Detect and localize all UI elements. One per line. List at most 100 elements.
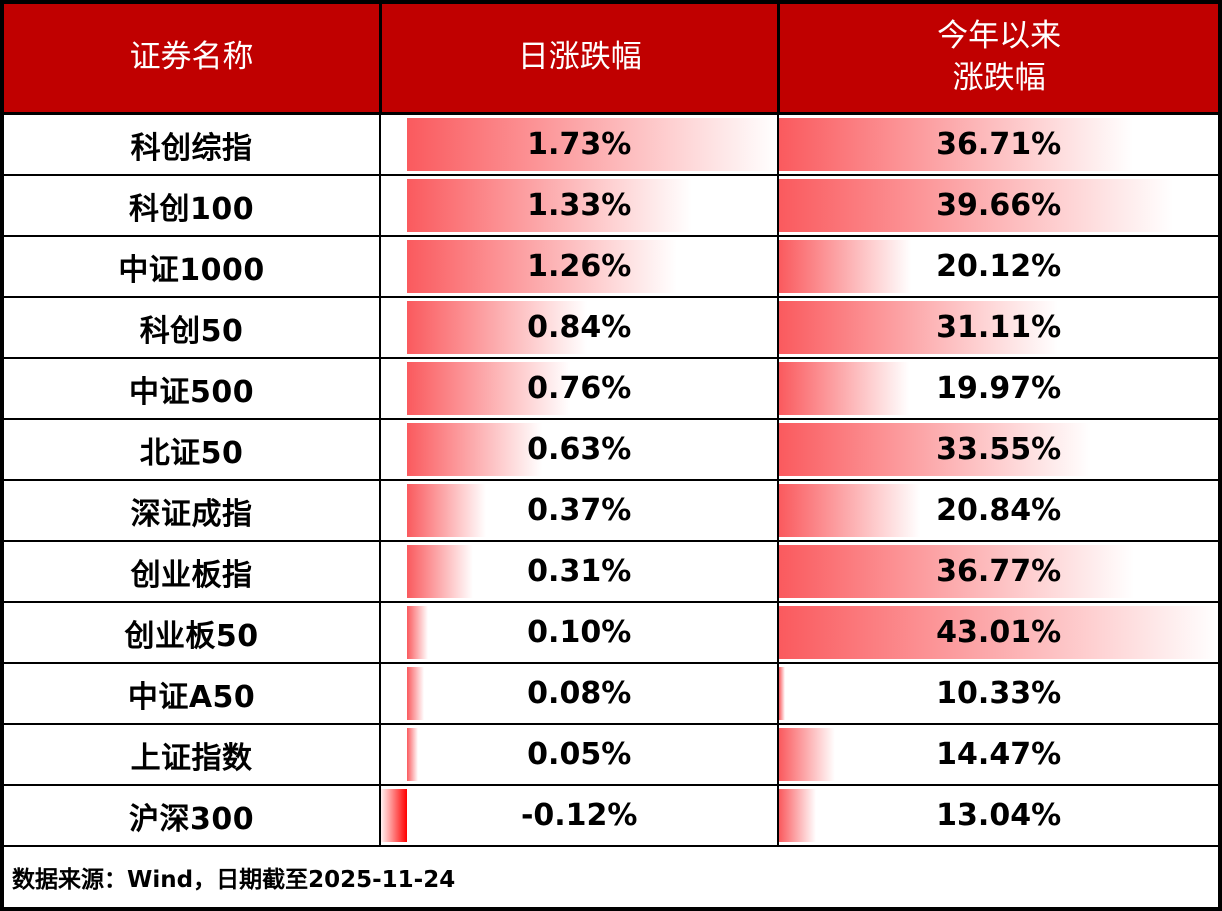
daily-change-bar [406,728,418,781]
daily-change-value: 0.76% [527,370,632,406]
daily-change-cell: 1.73% [379,115,778,174]
table-body: 科创综指 1.73% 36.71% 科创100 1.33% 39.66% 中证1… [4,115,1218,847]
table-row: 上证指数 0.05% 14.47% [4,725,1218,786]
index-name: 创业板50 [124,618,259,654]
ytd-change-bar [779,301,1059,354]
index-name-cell: 创业板指 [4,542,379,601]
ytd-change-value: 31.11% [936,309,1062,345]
ytd-change-bar [779,423,1091,476]
ytd-change-value: 43.01% [936,614,1062,650]
ytd-change-bar [779,240,911,293]
daily-change-cell: 0.08% [379,664,777,723]
ytd-change-bar [779,606,1218,659]
header-ytd-line2: 涨跌幅 [952,60,1046,96]
daily-change-cell: 0.05% [379,725,777,784]
daily-change-bar [406,118,778,171]
ytd-change-value: 36.71% [936,126,1062,162]
header-ytd-change: 今年以来 涨跌幅 [777,4,1218,112]
daily-change-bar [381,789,407,842]
index-name: 创业板指 [130,557,253,593]
ytd-change-cell: 33.55% [777,420,1218,479]
ytd-change-cell: 36.71% [777,115,1218,174]
daily-change-cell: 1.33% [379,176,777,235]
daily-change-bar [406,301,587,354]
ytd-change-value: 10.33% [936,675,1062,711]
ytd-change-bar [779,118,1134,171]
table-row: 科创100 1.33% 39.66% [4,176,1218,237]
index-name: 中证500 [129,374,255,410]
ytd-change-cell: 13.04% [777,786,1218,845]
table-row: 科创50 0.84% 31.11% [4,298,1218,359]
index-name-cell: 科创综指 [4,115,379,174]
ytd-change-cell: 19.97% [777,359,1218,418]
header-security-name: 证券名称 [129,39,254,76]
index-name-cell: 上证指数 [4,725,379,784]
ytd-change-value: 14.47% [936,736,1062,772]
index-name-cell: 深证成指 [4,481,379,540]
ytd-change-value: 13.04% [936,797,1062,833]
ytd-change-bar [779,728,835,781]
daily-change-value: 1.33% [527,187,632,223]
daily-change-value: 0.63% [527,431,632,467]
daily-change-value: 0.05% [527,736,632,772]
daily-change-cell: 1.26% [379,237,777,296]
ytd-change-cell: 36.77% [777,542,1218,601]
ytd-change-cell: 10.33% [777,664,1218,723]
daily-change-bar [406,362,570,415]
index-name: 深证成指 [130,496,253,532]
index-name: 上证指数 [130,740,253,776]
header-daily-change: 日涨跌幅 [379,4,777,112]
daily-change-bar [406,179,692,232]
daily-change-value: 0.31% [527,553,632,589]
ytd-change-bar [779,484,921,537]
daily-change-bar [406,545,474,598]
ytd-change-bar [779,179,1174,232]
ytd-change-value: 20.84% [936,492,1062,528]
index-name-cell: 北证50 [4,420,379,479]
daily-change-bar [406,484,487,537]
daily-change-value: 0.10% [527,614,632,650]
daily-change-cell: 0.10% [379,603,777,662]
table-row: 创业板指 0.31% 36.77% [4,542,1218,603]
table-row: 北证50 0.63% 33.55% [4,420,1218,481]
ytd-change-bar [779,362,909,415]
table-row: 深证成指 0.37% 20.84% [4,481,1218,542]
index-name-cell: 创业板50 [4,603,379,662]
index-name-cell: 科创100 [4,176,379,235]
ytd-change-cell: 14.47% [777,725,1218,784]
ytd-change-value: 39.66% [936,187,1062,223]
ytd-change-value: 19.97% [936,370,1062,406]
index-name-cell: 中证A50 [4,664,379,723]
data-source-note: 数据来源：Wind，日期截至2025-11-24 [12,867,456,893]
daily-change-bar [406,240,677,293]
header-ytd-line1: 今年以来 [937,18,1062,55]
daily-change-cell: -0.12% [379,786,777,845]
index-name: 沪深300 [129,801,255,837]
index-name: 中证A50 [127,679,256,715]
ytd-change-cell: 39.66% [777,176,1218,235]
index-name-cell: 沪深300 [4,786,379,845]
ytd-change-cell: 43.01% [777,603,1218,662]
table-row: 科创综指 1.73% 36.71% [4,115,1218,176]
index-name: 中证1000 [118,252,265,288]
daily-change-cell: 0.31% [379,542,777,601]
table-footer-row: 数据来源：Wind，日期截至2025-11-24 [4,847,1218,907]
ytd-change-bar [779,545,1135,598]
index-name: 北证50 [139,435,244,471]
table-row: 创业板50 0.10% 43.01% [4,603,1218,664]
ytd-change-value: 20.12% [936,248,1062,284]
daily-change-cell: 0.63% [379,420,777,479]
ytd-change-value: 33.55% [936,431,1062,467]
index-name-cell: 科创50 [4,298,379,357]
index-name: 科创50 [139,313,244,349]
daily-change-bar [406,606,429,659]
index-name: 科创100 [129,191,255,227]
table-row: 中证A50 0.08% 10.33% [4,664,1218,725]
daily-change-value: 0.37% [527,492,632,528]
daily-change-value: 0.08% [527,675,632,711]
daily-change-value: 0.84% [527,309,632,345]
index-name: 科创综指 [130,130,253,166]
daily-change-value: -0.12% [520,797,638,833]
